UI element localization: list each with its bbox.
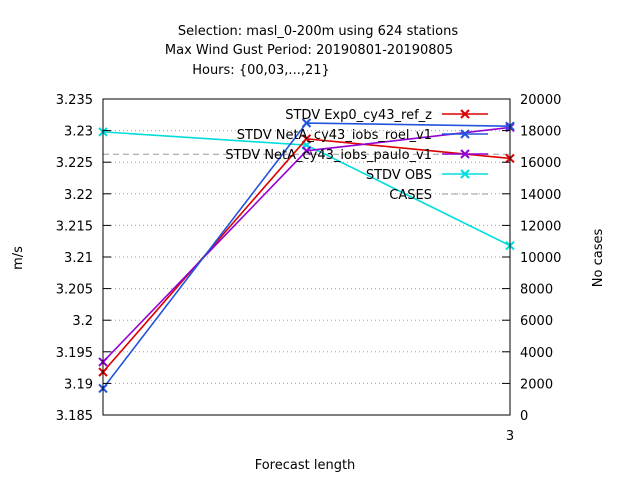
y-axis-label: m/s [11,246,26,270]
data-point [301,146,312,156]
y-tick-label: 3.19 [64,377,93,392]
y-axis-right: 0 2000 4000 6000 8000 10000 12000 14000 16000 180… [502,93,561,424]
legend-label: CASES [389,188,432,203]
y-tick-label: 3.215 [56,219,93,234]
y-tick-label: 3.2 [72,314,93,329]
legend-item: CASES [389,188,488,203]
legend-label: STDV NetA_cy43_iobs_paulo_v1 [225,148,432,163]
series-0 [98,134,515,377]
x-axis-label: Forecast length [255,458,356,473]
y2-tick-label: 14000 [520,188,561,203]
y2-tick-label: 8000 [520,283,553,298]
y2-tick-label: 18000 [520,125,561,140]
y-tick-label: 3.21 [64,251,93,266]
x-tick-label: 3 [506,429,514,444]
y-tick-label: 3.195 [56,346,93,361]
y-tick-label: 3.23 [64,125,93,140]
y2-tick-label: 12000 [520,219,561,234]
legend-item: STDV NetA_cy43_iobs_roel_v1 [237,128,488,143]
y-tick-label: 3.205 [56,283,93,298]
legend-marker [460,109,470,119]
legend-marker [460,169,470,179]
data-point [301,118,312,128]
y-tick-label: 3.225 [56,156,93,171]
y2-tick-label: 16000 [520,156,561,171]
legend-item: STDV OBS [366,168,488,183]
legend-marker [460,149,470,159]
title-line-1: Selection: masl_0-200m using 624 station… [178,24,458,39]
y-tick-label: 3.22 [64,188,93,203]
legend: STDV Exp0_cy43_ref_z STDV NetA_cy43_iobs_… [225,108,488,203]
y-tick-label: 3.235 [56,93,93,108]
grid-lines [103,130,510,384]
legend-item: STDV Exp0_cy43_ref_z [285,108,488,123]
title-line-3: Hours: {00,03,...,21} [192,63,330,78]
legend-marker [460,129,470,139]
legend-label: STDV OBS [366,168,432,183]
legend-item: STDV NetA_cy43_iobs_paulo_v1 [225,148,488,163]
data-point [301,134,312,144]
y2-tick-label: 20000 [520,93,561,108]
y2-axis-label: No cases [591,229,606,288]
series-3 [98,127,515,251]
legend-label: STDV NetA_cy43_iobs_roel_v1 [237,128,432,143]
x-axis: 3 [506,407,514,444]
legend-label: STDV Exp0_cy43_ref_z [285,108,432,123]
y-axis-left: 3.185 3.19 3.195 3.2 3.205 3.21 3.215 3.22 3.225… [56,93,111,424]
chart-title: Selection: masl_0-200m using 624 station… [165,24,458,78]
y2-tick-label: 0 [520,409,528,424]
title-line-2: Max Wind Gust Period: 20190801-20190805 [165,43,453,58]
y2-tick-label: 6000 [520,314,553,329]
y-tick-label: 3.185 [56,409,93,424]
y2-tick-label: 10000 [520,251,561,266]
y2-tick-label: 2000 [520,377,553,392]
y2-tick-label: 4000 [520,346,553,361]
